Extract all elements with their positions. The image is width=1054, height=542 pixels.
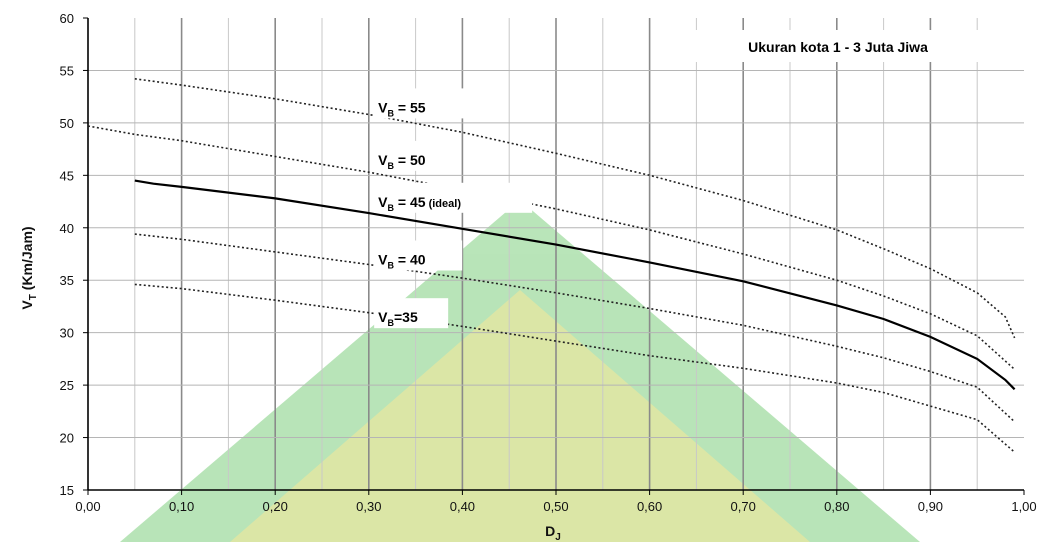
x-tick-label: 0,10 [169, 499, 194, 514]
university-watermark-logo [120, 200, 920, 542]
series-label-background [374, 182, 533, 213]
series-label-text: VB = 40 [378, 251, 426, 270]
x-tick-label: 1,00 [1011, 499, 1036, 514]
series-label-value: = 50 [394, 152, 426, 168]
series-label-value: =35 [394, 309, 418, 325]
y-tick-label: 25 [60, 378, 74, 393]
series-label-vb-55: VB = 55 [374, 88, 471, 119]
series-line-vb-55 [134, 78, 1016, 339]
x-tick-label: 0,60 [637, 499, 662, 514]
y-axis-title-suffix: (Km/Jam) [19, 226, 35, 294]
y-axis-ticks: 15 20 25 30 35 40 45 50 55 60 [60, 11, 88, 498]
series-label-text: VB = 50 [378, 152, 426, 171]
x-tick-label: 0,90 [918, 499, 943, 514]
chart-title: Ukuran kota 1 - 3 Juta Jiwa [748, 39, 928, 55]
series-label-vb-45-ideal: VB = 45 (ideal) [374, 182, 533, 213]
y-tick-label: 30 [60, 326, 74, 341]
series-label-main: V [378, 152, 388, 168]
x-tick-label: 0,50 [543, 499, 568, 514]
series-label-main: V [378, 99, 388, 115]
series-line-vb-50 [87, 125, 1016, 370]
x-tick-label: 0,30 [356, 499, 381, 514]
x-axis-title-main: D [545, 523, 555, 539]
x-tick-label: 0,20 [263, 499, 288, 514]
x-tick-label: 0,40 [450, 499, 475, 514]
series-label-text: VB=35 [378, 309, 418, 328]
series-label-sub: B [388, 260, 395, 270]
series-layer [87, 78, 1016, 453]
series-label-background [374, 240, 463, 271]
y-tick-label: 40 [60, 221, 74, 236]
series-label-value: = 55 [394, 99, 426, 115]
series-label-sub: B [388, 318, 395, 328]
series-label-extra: (ideal) [426, 198, 462, 210]
series-label-text: VB = 55 [378, 99, 426, 118]
series-label-text: VB = 45 (ideal) [378, 194, 461, 213]
x-axis-title: DJ [545, 523, 561, 542]
series-label-value: = 40 [394, 251, 426, 267]
x-axis-ticks: 0,00 0,10 0,20 0,30 0,40 0,50 0,60 0,70 0,80 0,90… [75, 490, 1037, 514]
y-tick-label: 15 [60, 483, 74, 498]
y-axis-title-main: V [19, 300, 35, 310]
series-line-vb-35 [134, 283, 1016, 453]
series-label-main: V [378, 309, 388, 325]
series-label-vb-40: VB = 40 [374, 240, 463, 271]
series-label-main: V [378, 251, 388, 267]
y-tick-label: 20 [60, 431, 74, 446]
y-tick-label: 45 [60, 168, 74, 183]
y-axis-title: VT (Km/Jam) [19, 226, 39, 309]
gridlines [88, 18, 1024, 490]
y-tick-label: 55 [60, 63, 74, 78]
x-tick-label: 0,70 [731, 499, 756, 514]
x-tick-label: 0,80 [824, 499, 849, 514]
series-label-vb-50: VB = 50 [374, 140, 460, 171]
y-tick-label: 35 [60, 273, 74, 288]
series-label-sub: B [388, 161, 395, 171]
series-label-value: = 45 [394, 194, 426, 210]
y-tick-label: 50 [60, 116, 74, 131]
y-axis-title-sub: T [28, 294, 39, 300]
series-label-sub: B [388, 108, 395, 118]
series-label-main: V [378, 194, 388, 210]
series-label-sub: B [388, 203, 395, 213]
series-line-vb-45-ideal [134, 179, 1016, 391]
series-label-background [374, 140, 460, 171]
series-label-vb-35: VB=35 [374, 298, 449, 329]
x-axis-title-sub: J [555, 532, 561, 542]
chart-title-box: Ukuran kota 1 - 3 Juta Jiwa [670, 30, 1005, 62]
x-tick-label: 0,00 [75, 499, 100, 514]
series-label-background [374, 298, 449, 329]
y-tick-label: 60 [60, 11, 74, 26]
series-label-background [374, 88, 471, 119]
